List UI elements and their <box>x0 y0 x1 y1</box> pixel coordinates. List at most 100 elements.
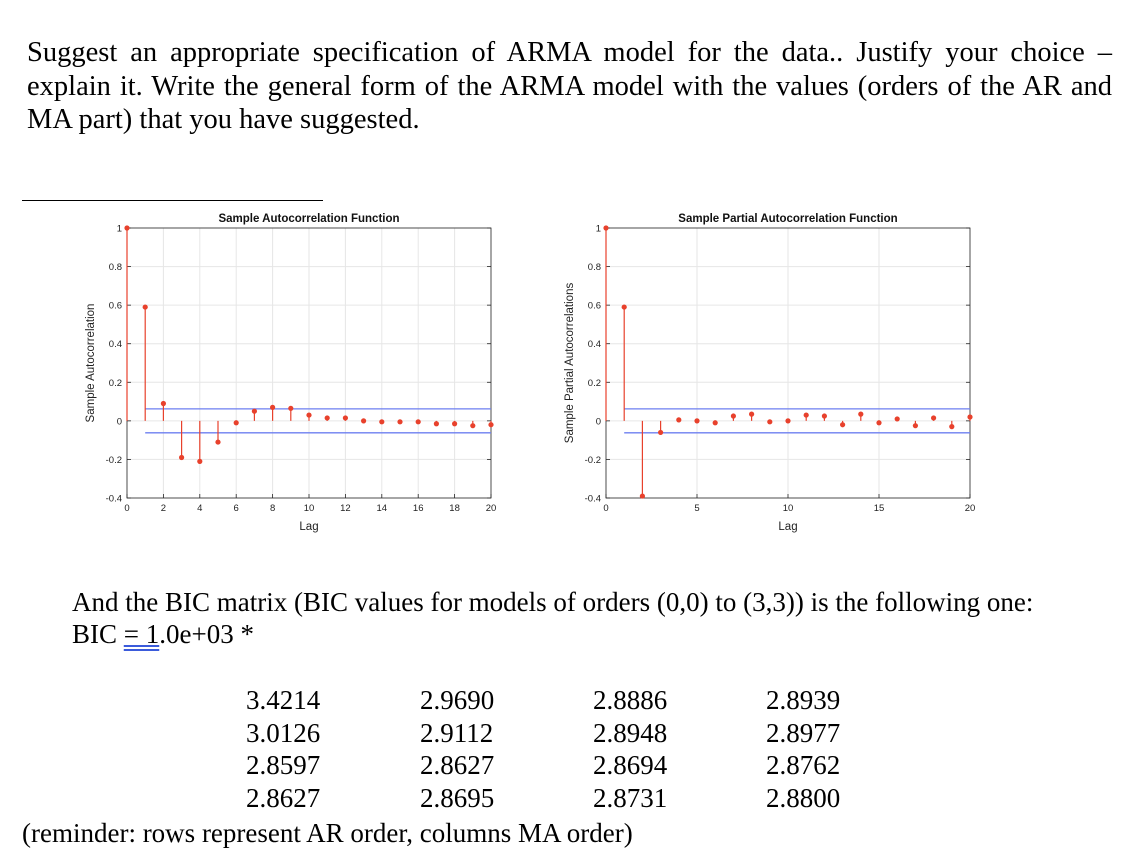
x-axis-label: Lag <box>778 521 797 533</box>
x-tick-label: 10 <box>304 503 315 514</box>
stem-marker <box>821 413 828 419</box>
stem-marker <box>694 418 700 424</box>
stem-marker <box>967 414 973 420</box>
stem-marker <box>270 404 276 410</box>
x-tick-label: 0 <box>124 503 129 514</box>
stem-marker <box>876 420 882 426</box>
stem-marker <box>215 439 221 445</box>
y-tick-label: 0 <box>117 416 122 427</box>
y-axis-label: Sample Autocorrelation <box>85 304 97 423</box>
bic-cell: 2.8886 <box>593 685 668 715</box>
stem-marker <box>452 421 458 427</box>
stem-marker <box>142 304 148 310</box>
bic-scale-rest: .0e+03 * <box>159 619 254 649</box>
stem-marker <box>251 408 257 414</box>
stem-marker <box>306 412 312 418</box>
stem-marker <box>233 420 239 426</box>
stem-marker <box>415 419 421 425</box>
x-axis-label: Lag <box>299 521 318 533</box>
x-tick-label: 20 <box>486 503 497 514</box>
y-tick-label: 0.6 <box>109 301 122 312</box>
stem-marker <box>712 420 718 426</box>
bic-cell: 2.8627 <box>246 782 321 813</box>
bic-matrix-table: 3.4214 2.9690 2.8886 2.8939 3.0126 2.9112 2.89… <box>246 684 866 814</box>
stem-marker <box>767 419 773 425</box>
bic-cell: 2.9112 <box>420 717 494 748</box>
bic-cell: 2.8695 <box>420 782 495 813</box>
bic-cell: 2.8800 <box>766 782 841 813</box>
bic-cell: 2.8762 <box>766 750 841 780</box>
y-tick-label: -0.4 <box>585 494 601 505</box>
y-tick-label: -0.2 <box>585 455 601 466</box>
y-tick-label: 0.2 <box>588 378 601 389</box>
bic-intro-line: And the BIC matrix (BIC values for model… <box>72 587 1034 617</box>
stem-marker <box>803 412 809 418</box>
stem-marker <box>397 419 403 425</box>
bic-cell: 2.9690 <box>420 685 495 715</box>
reminder-note: (reminder: rows represent AR order, colu… <box>22 818 633 848</box>
x-tick-label: 18 <box>449 503 460 514</box>
x-tick-label: 16 <box>413 503 424 514</box>
bic-cell: 3.4214 <box>246 685 321 715</box>
y-tick-label: -0.4 <box>106 494 122 505</box>
x-tick-label: 15 <box>874 503 885 514</box>
stem-marker <box>658 429 664 436</box>
pacf-chart: 0 5 10 15 20 -0.4 -0.2 0 0.2 0.4 0.6 0.8 1 Sample Par… <box>564 213 975 533</box>
bic-cell: 2.8597 <box>246 750 321 780</box>
stem-marker <box>288 405 294 411</box>
x-tick-label: 4 <box>197 503 202 514</box>
x-tick-label: 5 <box>694 503 699 514</box>
y-tick-label: 0 <box>596 416 601 427</box>
stem-marker <box>124 225 130 231</box>
stem-marker <box>361 418 367 424</box>
x-tick-label: 8 <box>270 503 275 514</box>
stem-marker <box>858 411 864 417</box>
stem-marker <box>912 423 919 429</box>
y-tick-label: 0.8 <box>588 262 601 273</box>
x-tick-label: 10 <box>783 503 794 514</box>
x-tick-label: 2 <box>161 503 166 514</box>
bic-cell: 2.8977 <box>766 717 841 748</box>
chart-title: Sample Autocorrelation Function <box>218 213 399 225</box>
question-text: Suggest an appropriate specification of … <box>27 37 1112 135</box>
bic-row: 2.8627 2.8695 2.8731 2.8800 <box>246 782 866 815</box>
stem-marker <box>949 424 955 430</box>
bic-label: BIC <box>72 619 118 649</box>
stem-marker <box>749 411 755 417</box>
x-tick-label: 6 <box>234 503 239 514</box>
bic-cell: 3.0126 <box>246 717 321 748</box>
x-tick-label: 14 <box>377 503 388 514</box>
stem-marker <box>179 454 185 461</box>
y-tick-label: -0.2 <box>106 455 122 466</box>
bic-cell: 2.8694 <box>593 750 668 780</box>
stem-marker <box>676 417 682 423</box>
bic-cell: 2.8627 <box>420 750 495 780</box>
bic-intro: And the BIC matrix (BIC values for model… <box>72 586 1117 650</box>
y-tick-label: 0.6 <box>588 301 601 312</box>
stem-marker <box>621 304 627 310</box>
stem-marker <box>160 400 166 407</box>
divider-line <box>22 200 323 201</box>
chart-title: Sample Partial Autocorrelation Function <box>678 213 897 225</box>
stem-marker <box>379 419 385 425</box>
stem-marker <box>433 421 439 427</box>
bic-equals-scale: = 1 <box>123 619 160 649</box>
stem-marker <box>931 415 937 421</box>
bic-cell: 2.8948 <box>593 717 668 748</box>
y-tick-label: 0.8 <box>109 262 122 273</box>
acf-chart: 0 2 4 6 8 10 12 14 16 18 20 -0.4 -0.2 0 0.2 0.4 0.6 0.8 1 S… <box>85 213 496 533</box>
x-tick-label: 20 <box>965 503 976 514</box>
stem-marker <box>639 493 646 499</box>
stem-marker <box>342 415 348 421</box>
stem-marker <box>894 416 900 422</box>
stem-marker <box>603 225 609 231</box>
stem-marker <box>785 418 791 424</box>
y-tick-label: 0.4 <box>109 339 122 350</box>
stem-marker <box>324 415 330 421</box>
stem-marker <box>197 458 203 464</box>
stem-marker <box>488 422 494 428</box>
bic-cell: 2.8731 <box>593 782 668 813</box>
stem-marker <box>730 413 737 419</box>
bic-row: 3.4214 2.9690 2.8886 2.8939 <box>246 684 866 717</box>
bic-cell: 2.8939 <box>766 685 841 715</box>
